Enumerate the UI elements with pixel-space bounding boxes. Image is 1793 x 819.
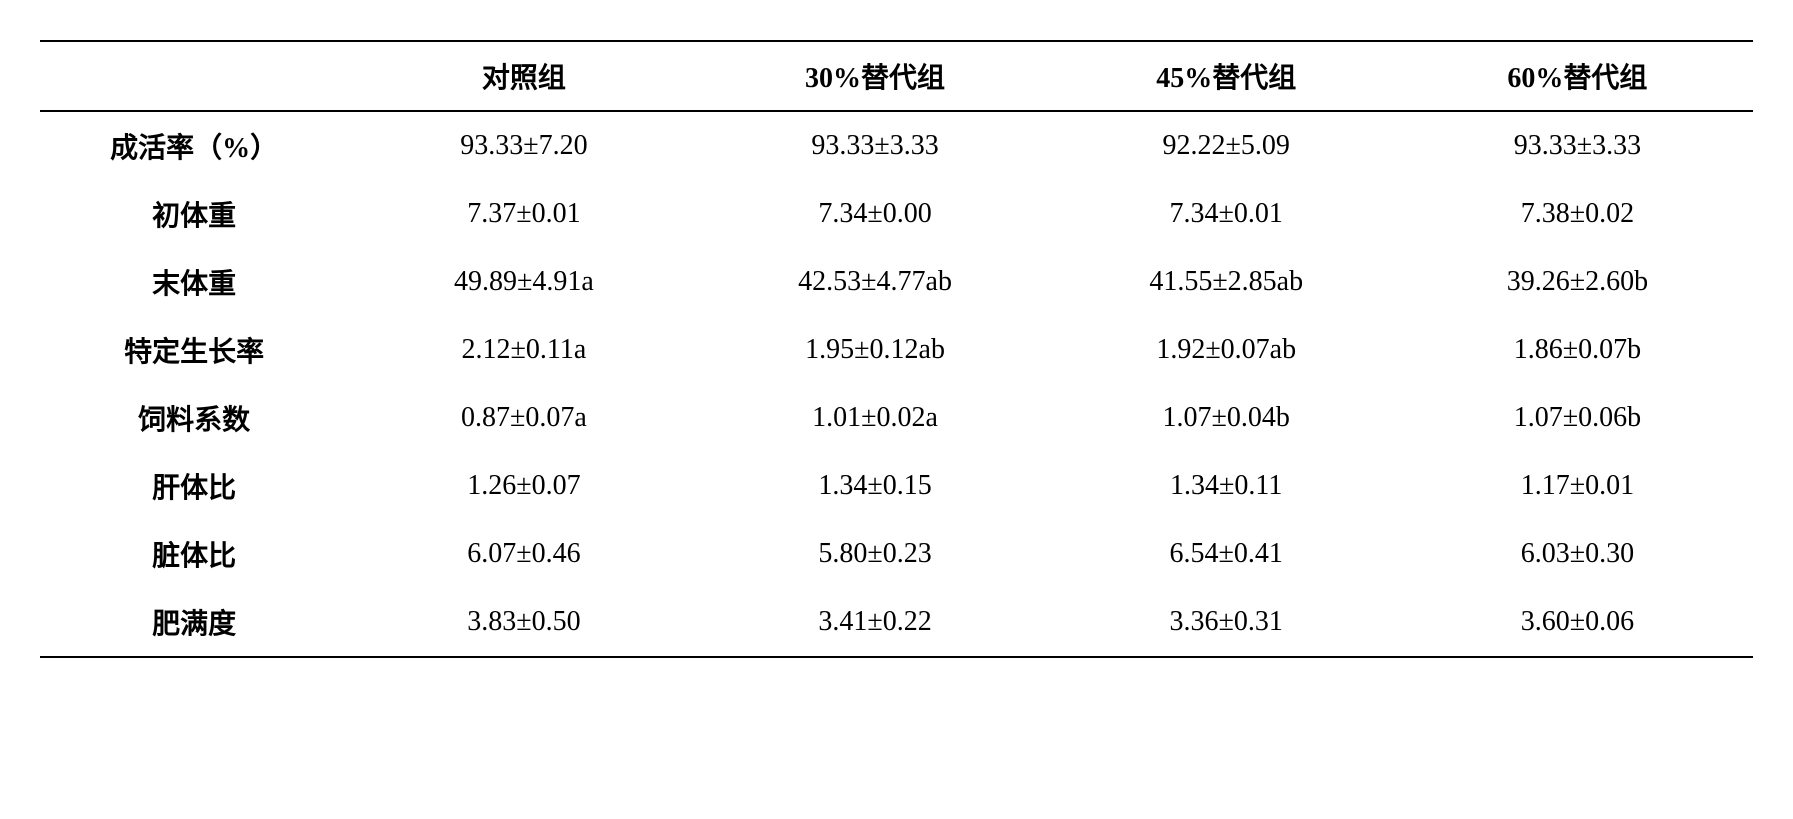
- row-label: 脏体比: [40, 520, 348, 588]
- row-label: 特定生长率: [40, 316, 348, 384]
- row-label: 肥满度: [40, 588, 348, 657]
- table-row: 特定生长率 2.12±0.11a 1.95±0.12ab 1.92±0.07ab…: [40, 316, 1753, 384]
- row-label: 末体重: [40, 248, 348, 316]
- cell-value: 0.87±0.07a: [348, 384, 699, 452]
- cell-value: 7.34±0.01: [1051, 180, 1402, 248]
- table-header-45pct: 45%替代组: [1051, 41, 1402, 111]
- cell-value: 1.86±0.07b: [1402, 316, 1753, 384]
- cell-value: 49.89±4.91a: [348, 248, 699, 316]
- cell-value: 1.01±0.02a: [699, 384, 1050, 452]
- cell-value: 3.83±0.50: [348, 588, 699, 657]
- table-header-30pct: 30%替代组: [699, 41, 1050, 111]
- cell-value: 39.26±2.60b: [1402, 248, 1753, 316]
- cell-value: 7.37±0.01: [348, 180, 699, 248]
- table-row: 初体重 7.37±0.01 7.34±0.00 7.34±0.01 7.38±0…: [40, 180, 1753, 248]
- table-header-60pct: 60%替代组: [1402, 41, 1753, 111]
- cell-value: 6.54±0.41: [1051, 520, 1402, 588]
- cell-value: 7.38±0.02: [1402, 180, 1753, 248]
- cell-value: 5.80±0.23: [699, 520, 1050, 588]
- table-header-control: 对照组: [348, 41, 699, 111]
- table-row: 肝体比 1.26±0.07 1.34±0.15 1.34±0.11 1.17±0…: [40, 452, 1753, 520]
- row-label: 初体重: [40, 180, 348, 248]
- cell-value: 41.55±2.85ab: [1051, 248, 1402, 316]
- row-label: 成活率（%）: [40, 111, 348, 180]
- table-row: 脏体比 6.07±0.46 5.80±0.23 6.54±0.41 6.03±0…: [40, 520, 1753, 588]
- table-row: 末体重 49.89±4.91a 42.53±4.77ab 41.55±2.85a…: [40, 248, 1753, 316]
- cell-value: 1.95±0.12ab: [699, 316, 1050, 384]
- cell-value: 42.53±4.77ab: [699, 248, 1050, 316]
- data-table: 对照组 30%替代组 45%替代组 60%替代组 成活率（%） 93.33±7.…: [40, 40, 1753, 658]
- cell-value: 7.34±0.00: [699, 180, 1050, 248]
- cell-value: 1.17±0.01: [1402, 452, 1753, 520]
- cell-value: 1.34±0.11: [1051, 452, 1402, 520]
- cell-value: 6.07±0.46: [348, 520, 699, 588]
- cell-value: 1.26±0.07: [348, 452, 699, 520]
- table-header-blank: [40, 41, 348, 111]
- row-label: 肝体比: [40, 452, 348, 520]
- cell-value: 1.92±0.07ab: [1051, 316, 1402, 384]
- cell-value: 93.33±3.33: [1402, 111, 1753, 180]
- cell-value: 1.07±0.06b: [1402, 384, 1753, 452]
- cell-value: 3.36±0.31: [1051, 588, 1402, 657]
- cell-value: 93.33±3.33: [699, 111, 1050, 180]
- table-row: 成活率（%） 93.33±7.20 93.33±3.33 92.22±5.09 …: [40, 111, 1753, 180]
- cell-value: 3.41±0.22: [699, 588, 1050, 657]
- cell-value: 6.03±0.30: [1402, 520, 1753, 588]
- table-row: 饲料系数 0.87±0.07a 1.01±0.02a 1.07±0.04b 1.…: [40, 384, 1753, 452]
- cell-value: 2.12±0.11a: [348, 316, 699, 384]
- table-header-row: 对照组 30%替代组 45%替代组 60%替代组: [40, 41, 1753, 111]
- cell-value: 93.33±7.20: [348, 111, 699, 180]
- cell-value: 1.07±0.04b: [1051, 384, 1402, 452]
- table-row: 肥满度 3.83±0.50 3.41±0.22 3.36±0.31 3.60±0…: [40, 588, 1753, 657]
- cell-value: 92.22±5.09: [1051, 111, 1402, 180]
- table-body: 成活率（%） 93.33±7.20 93.33±3.33 92.22±5.09 …: [40, 111, 1753, 657]
- cell-value: 3.60±0.06: [1402, 588, 1753, 657]
- row-label: 饲料系数: [40, 384, 348, 452]
- cell-value: 1.34±0.15: [699, 452, 1050, 520]
